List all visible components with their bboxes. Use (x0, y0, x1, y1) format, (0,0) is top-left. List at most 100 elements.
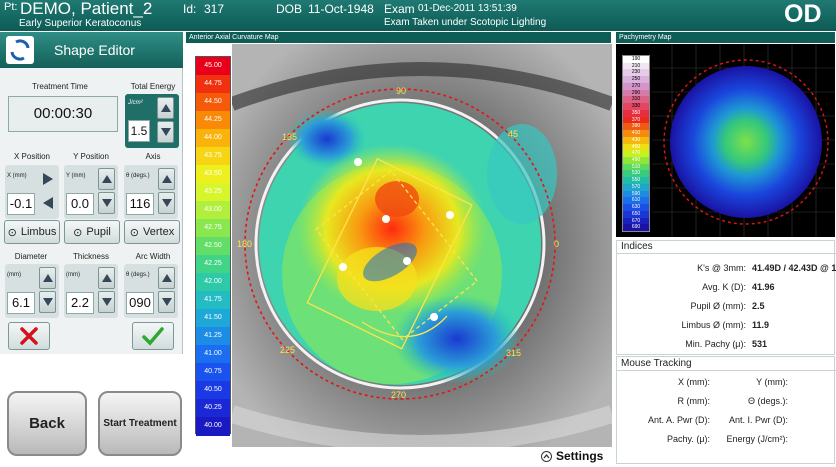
diagnosis: Early Superior Keratoconus (19, 18, 142, 29)
y-position-control: Y (mm) 0.0 (64, 165, 118, 219)
pachy-scale-tick: 550 (623, 177, 649, 185)
arc-width-unit: θ (degs.) (126, 272, 150, 278)
settings-label: Settings (556, 449, 604, 463)
x-unit: X (mm) (7, 173, 27, 179)
cancel-button[interactable] (8, 322, 50, 350)
limbus-ring (254, 98, 546, 390)
x-right-button[interactable] (38, 168, 57, 190)
thickness-value[interactable]: 2.2 (66, 292, 94, 314)
axial-scale-tick: 45.00 (196, 57, 230, 76)
axis-up-button[interactable] (158, 168, 175, 190)
shape-editor-title: Shape Editor (54, 42, 135, 58)
axial-scale-tick: 41.50 (196, 309, 230, 328)
axis-unit: θ (degs.) (126, 173, 150, 179)
diameter-down-button[interactable] (39, 291, 56, 313)
treatment-shape-overlay[interactable] (306, 157, 479, 350)
pachy-scale-tick: 390 (623, 123, 649, 131)
tracking-label: Y (mm): (756, 377, 788, 387)
diameter-control: (mm) 6.1 (5, 264, 59, 318)
y-position-value[interactable]: 0.0 (66, 193, 94, 215)
y-up-button[interactable] (98, 168, 115, 190)
exam-label: Exam (384, 2, 415, 16)
back-button[interactable]: Back (7, 391, 87, 456)
axis-down-button[interactable] (158, 192, 175, 214)
pachymetry-title: Pachymetry Map (616, 32, 835, 43)
axial-scale-tick: 43.25 (196, 183, 230, 202)
angle-135: 135 (282, 132, 297, 142)
total-energy-value[interactable]: 1.5 (128, 120, 150, 142)
pachy-scale-tick: 410 (623, 130, 649, 138)
index-label: Min. Pachy (μ): (685, 339, 746, 349)
thickness-up-button[interactable] (98, 267, 115, 289)
index-label: Pupil Ø (mm): (690, 301, 746, 311)
energy-up-button[interactable] (157, 97, 174, 119)
pachymetry-svg (652, 44, 835, 237)
total-energy-label: Total Energy (130, 82, 176, 91)
axial-scale-tick: 41.25 (196, 327, 230, 346)
tracking-label: Pachy. (μ): (666, 434, 710, 444)
shape-editor-titlebar: Shape Editor (0, 32, 183, 68)
arc-width-up-button[interactable] (158, 267, 175, 289)
mouse-tracking-panel: Mouse Tracking X (mm): Y (mm): R (mm): Θ (d… (616, 356, 836, 464)
axial-map-view[interactable]: 90 45 0 315 270 225 180 135 (232, 44, 612, 447)
angle-45: 45 (508, 129, 518, 139)
axial-scale-tick: 42.25 (196, 255, 230, 274)
pachy-scale-tick: 330 (623, 103, 649, 111)
pachy-scale-tick: 510 (623, 163, 649, 171)
diameter-value[interactable]: 6.1 (7, 292, 35, 314)
x-position-value[interactable]: -0.1 (7, 193, 35, 215)
limbus-button[interactable]: ⊙ Limbus (4, 220, 60, 244)
index-value: 41.96 (752, 282, 775, 292)
start-treatment-button[interactable]: Start Treatment (98, 391, 182, 456)
angle-0: 0 (554, 239, 559, 249)
index-value: 41.49D / 42.43D @ 107° (752, 263, 836, 273)
checkmark-icon (142, 327, 164, 346)
indices-panel: Indices K's @ 3mm: 41.49D / 42.43D @ 107°… (616, 240, 836, 355)
target-icon: ⊙ (129, 226, 140, 239)
arc-width-value[interactable]: 090 (126, 292, 154, 314)
index-label: K's @ 3mm: (697, 263, 746, 273)
angle-315: 315 (506, 348, 521, 358)
confirm-button[interactable] (132, 322, 174, 350)
tracking-label: Θ (degs.): (747, 396, 788, 406)
pachy-scale-tick: 450 (623, 143, 649, 151)
angle-270: 270 (391, 390, 406, 400)
diameter-unit: (mm) (7, 272, 21, 278)
vertex-label: Vertex (143, 226, 175, 238)
pachy-scale-tick: 290 (623, 89, 649, 97)
pachymetry-color-scale: 190 210 230 250 270 290 310 330 350 370 390 410 430 4… (622, 55, 650, 232)
axis-value[interactable]: 116 (126, 193, 154, 215)
angle-180: 180 (237, 239, 252, 249)
thickness-down-button[interactable] (98, 291, 115, 313)
pupil-button[interactable]: ⊙ Pupil (64, 220, 120, 244)
y-down-button[interactable] (98, 192, 115, 214)
thickness-unit: (mm) (66, 272, 80, 278)
arc-width-down-button[interactable] (158, 291, 175, 313)
dob-label: DOB (276, 2, 303, 16)
vertex-button[interactable]: ⊙ Vertex (124, 220, 180, 244)
y-position-label: Y Position (73, 152, 109, 161)
thickness-label: Thickness (72, 252, 109, 261)
y-unit: Y (mm) (66, 173, 86, 179)
energy-down-button[interactable] (157, 121, 174, 143)
pachy-scale-tick: 370 (623, 116, 649, 124)
pachy-scale-tick: 230 (623, 69, 649, 77)
tracking-label: Ant. A. Pwr (D): (647, 415, 710, 425)
exam-datetime: 01-Dec-2011 13:51:39 (418, 3, 517, 14)
axial-scale-tick: 44.00 (196, 129, 230, 148)
settings-toggle[interactable]: Settings (541, 449, 603, 463)
indices-title: Indices (621, 241, 653, 252)
pupil-label: Pupil (86, 226, 111, 238)
pachy-scale-tick: 430 (623, 136, 649, 144)
axial-scale-tick: 42.00 (196, 273, 230, 292)
diameter-up-button[interactable] (39, 267, 56, 289)
target-icon: ⊙ (73, 226, 83, 239)
pachymetry-map[interactable]: 190 210 230 250 270 290 310 330 350 370 390 410 430 4… (616, 44, 835, 237)
dob: 11-Oct-1948 (308, 2, 374, 16)
axial-scale-tick: 43.75 (196, 147, 230, 166)
axial-scale-tick: 44.25 (196, 111, 230, 130)
x-position-label: X Position (13, 152, 51, 161)
x-left-button[interactable] (38, 192, 57, 214)
diameter-label: Diameter (14, 252, 48, 261)
axial-scale-tick: 42.50 (196, 237, 230, 256)
